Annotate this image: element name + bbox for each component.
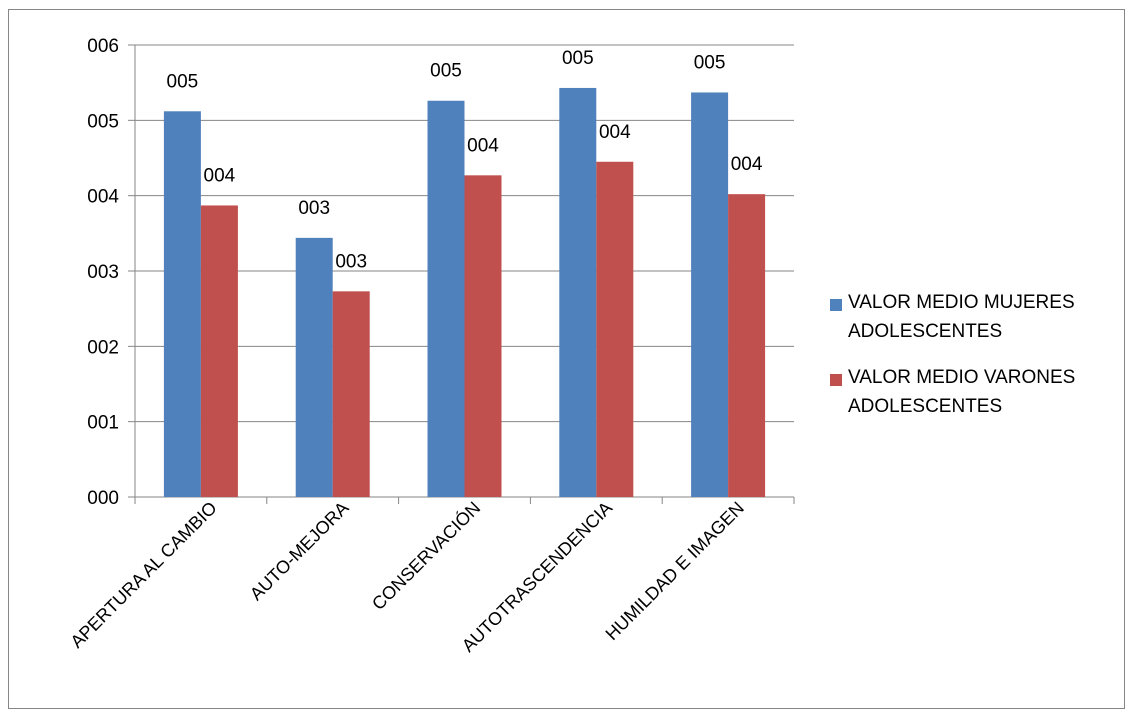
x-tick-label: AUTOTRASCENDENCIA (458, 498, 616, 656)
y-axis-tick-labels: 000 001 002 003 004 005 006 (87, 36, 119, 509)
data-label: 005 (430, 61, 462, 82)
chart-frame: 005 003 005 005 005 004 003 004 004 004 000 001 002… (8, 9, 1125, 709)
data-label: 004 (204, 165, 236, 186)
data-label: 005 (167, 71, 199, 92)
data-label: 003 (335, 251, 367, 272)
bar (464, 175, 502, 497)
bar (200, 205, 238, 497)
x-axis-tick-labels: APERTURA AL CAMBIO AUTO-MEJORA CONSERVACIÓ… (67, 497, 748, 656)
y-tick-label: 003 (87, 262, 119, 283)
data-label: 005 (694, 52, 726, 73)
x-tick-label: CONSERVACIÓN (367, 497, 484, 614)
data-labels: 005 003 005 005 005 004 003 004 004 004 (167, 48, 763, 272)
legend-entry: VALOR MEDIO MUJERES ADOLESCENTES (830, 292, 1075, 342)
bars (163, 87, 766, 498)
y-tick-label: 001 (87, 413, 119, 434)
legend-label: VALOR MEDIO VARONES ADOLESCENTES (848, 367, 1075, 417)
bar (728, 194, 766, 497)
legend-label: VALOR MEDIO MUJERES ADOLESCENTES (848, 292, 1075, 342)
y-tick-label: 002 (87, 337, 119, 358)
x-tick-label: HUMILDAD E IMAGEN (602, 498, 748, 644)
bar (691, 92, 729, 498)
y-tick-label: 004 (87, 187, 119, 208)
y-tick-label: 006 (87, 36, 119, 57)
bar (427, 100, 465, 497)
legend: VALOR MEDIO MUJERES ADOLESCENTES VALOR MED… (830, 292, 1075, 417)
legend-swatch (830, 374, 842, 386)
legend-swatch (830, 299, 842, 311)
y-tick-label: 005 (87, 111, 119, 132)
bar (295, 237, 333, 497)
bar (559, 87, 597, 497)
y-tick-label: 000 (87, 488, 119, 509)
legend-entry: VALOR MEDIO VARONES ADOLESCENTES (830, 367, 1075, 417)
data-label: 004 (731, 154, 763, 175)
data-label: 004 (599, 122, 631, 143)
x-tick-label: AUTO-MEJORA (246, 498, 353, 605)
bar (332, 291, 370, 497)
data-label: 003 (298, 198, 330, 219)
x-tick-label: APERTURA AL CAMBIO (67, 498, 221, 652)
bar (163, 111, 201, 497)
bar (596, 161, 634, 497)
data-label: 005 (562, 48, 594, 69)
bar-chart: 005 003 005 005 005 004 003 004 004 004 000 001 002… (67, 36, 1076, 656)
data-label: 004 (467, 135, 499, 156)
